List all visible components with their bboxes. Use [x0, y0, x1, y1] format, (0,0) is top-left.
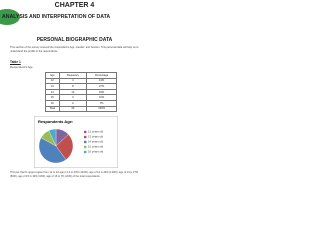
table-cell: 7% — [86, 100, 117, 107]
table: Age Frequency Percentage 12 4 13% 13 8 27% 14 13 43… — [45, 72, 117, 113]
table-row: 16 2 7% — [45, 100, 117, 107]
table-cell: 27% — [86, 83, 117, 90]
column-header: Percentage — [86, 72, 117, 79]
table-cell: 13% — [86, 77, 117, 85]
table-row: Total 30 100% — [45, 105, 117, 113]
table-cell: 100% — [86, 105, 117, 113]
legend-swatch — [84, 140, 87, 144]
table-cell: 43% — [86, 88, 117, 96]
subtitle: ANALYSIS AND INTERPRETATION OF DATA — [2, 14, 111, 20]
table-row: 14 13 43% — [45, 88, 117, 96]
table-cell: Total — [45, 105, 60, 113]
legend-label: 14 years old — [88, 140, 104, 144]
table-subcaption: Respondent's Age — [10, 65, 33, 69]
table-cell: 10% — [86, 94, 117, 101]
legend-swatch — [84, 130, 87, 134]
table-caption: Table 1 — [10, 60, 21, 64]
legend-label: 15 years old — [88, 145, 104, 149]
legend-swatch — [84, 145, 87, 149]
pie-slice — [55, 134, 74, 160]
paragraph: This section of the survey covered the r… — [10, 46, 139, 53]
page: {"header": {"title": "CHAPTER 4", "subti… — [0, 0, 149, 198]
section-title: PERSONAL BIOGRAPHIC DATA — [36, 37, 113, 43]
legend-swatch — [84, 150, 87, 154]
legend-label: 13 years old — [88, 135, 104, 139]
table-row: 12 4 13% — [45, 77, 117, 85]
title: CHAPTER 4 — [54, 2, 95, 9]
table-cell: 30 — [58, 105, 88, 113]
table-row: 15 3 10% — [45, 94, 117, 101]
decoration — [0, 9, 20, 25]
table-header-row: Age Frequency Percentage — [45, 72, 117, 79]
legend-label: 16 years old — [88, 150, 104, 154]
legend-swatch — [84, 135, 87, 139]
chart-title: Respondents Age: — [38, 119, 73, 124]
table-row: 13 8 27% — [45, 83, 117, 90]
pie-slice — [48, 128, 57, 147]
paragraph: This pie chart's upper-region from 12 to… — [10, 171, 139, 178]
legend-label: 12 years old — [88, 130, 104, 134]
pie-slice — [38, 137, 67, 164]
